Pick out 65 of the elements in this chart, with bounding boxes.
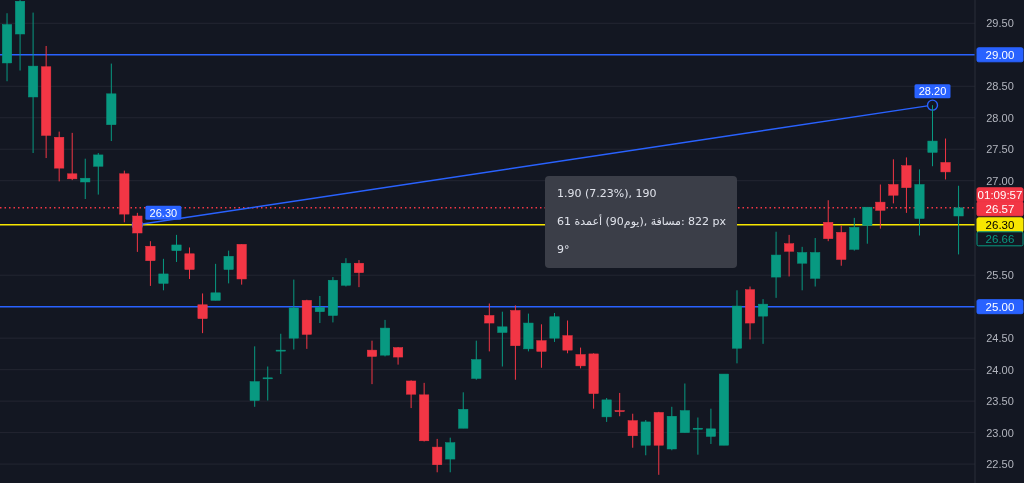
y-tick-label: 23.00 bbox=[986, 426, 1014, 439]
candlestick bbox=[953, 185, 964, 255]
candlestick bbox=[562, 320, 573, 354]
candlestick bbox=[797, 246, 808, 291]
data-label: 28.20 bbox=[918, 85, 947, 98]
candlestick bbox=[210, 263, 221, 301]
annotation: 9° bbox=[557, 243, 570, 256]
candlestick bbox=[249, 345, 260, 408]
ref-line-label: 26.57 bbox=[985, 202, 1015, 215]
candlestick bbox=[184, 246, 195, 280]
candlestick bbox=[275, 333, 286, 375]
candlestick bbox=[262, 366, 273, 402]
candlestick bbox=[705, 408, 716, 445]
y-tick-label: 28.00 bbox=[986, 111, 1014, 124]
candlestick bbox=[171, 234, 182, 263]
candlestick bbox=[471, 340, 482, 381]
y-tick-label: 28.50 bbox=[986, 80, 1014, 93]
candlestick bbox=[614, 392, 625, 417]
candlestick bbox=[849, 217, 860, 252]
candlestick bbox=[314, 295, 325, 324]
y-tick-label: 24.50 bbox=[986, 332, 1014, 345]
candlestick bbox=[145, 240, 156, 287]
y-tick-label: 25.50 bbox=[986, 269, 1014, 282]
candlestick bbox=[93, 152, 104, 196]
ref-line-label: 29.00 bbox=[985, 48, 1015, 61]
y-tick-label: 29.50 bbox=[986, 17, 1014, 30]
candlestick bbox=[354, 259, 364, 288]
candlestick bbox=[223, 250, 234, 284]
y-tick-label: 27.50 bbox=[986, 143, 1014, 156]
candlestick bbox=[888, 158, 899, 204]
candlestick bbox=[341, 257, 351, 288]
y-tick-label: 23.50 bbox=[986, 395, 1014, 408]
text: 01:09:57 bbox=[977, 188, 1023, 201]
candlestick bbox=[940, 138, 951, 180]
candlestick bbox=[784, 234, 795, 277]
text: 26.66 bbox=[985, 232, 1015, 245]
candlestick bbox=[575, 347, 586, 369]
y-tick-label: 22.50 bbox=[986, 458, 1014, 471]
candlestick bbox=[484, 303, 495, 352]
data-label: 26.30 bbox=[149, 206, 178, 219]
candlestick bbox=[80, 158, 91, 200]
ref-line-label: 26.30 bbox=[985, 218, 1015, 231]
candlestick bbox=[549, 312, 560, 343]
candlestick bbox=[536, 323, 547, 369]
candlestick bbox=[367, 340, 377, 385]
candlestick bbox=[771, 231, 782, 299]
candlestick bbox=[497, 311, 508, 367]
candlestick bbox=[640, 419, 651, 456]
y-tick-label: 27.00 bbox=[986, 174, 1014, 187]
candlestick bbox=[627, 413, 638, 449]
candlestick bbox=[862, 206, 873, 245]
candlestick bbox=[692, 417, 703, 456]
candlestick bbox=[158, 258, 169, 291]
candlestick bbox=[432, 438, 443, 473]
candlestick bbox=[458, 391, 469, 429]
ref-line-label: 25.00 bbox=[985, 300, 1015, 313]
candlestick bbox=[601, 397, 612, 423]
candlestick bbox=[406, 379, 417, 409]
candlestick bbox=[445, 437, 456, 473]
candlestick bbox=[197, 292, 208, 334]
y-tick-label: 24.00 bbox=[986, 363, 1014, 376]
annotation: 1.90 (7.23%), 190 bbox=[557, 187, 657, 200]
candlestick bbox=[758, 298, 768, 345]
candlestick bbox=[679, 383, 690, 434]
candlestick bbox=[67, 132, 78, 181]
